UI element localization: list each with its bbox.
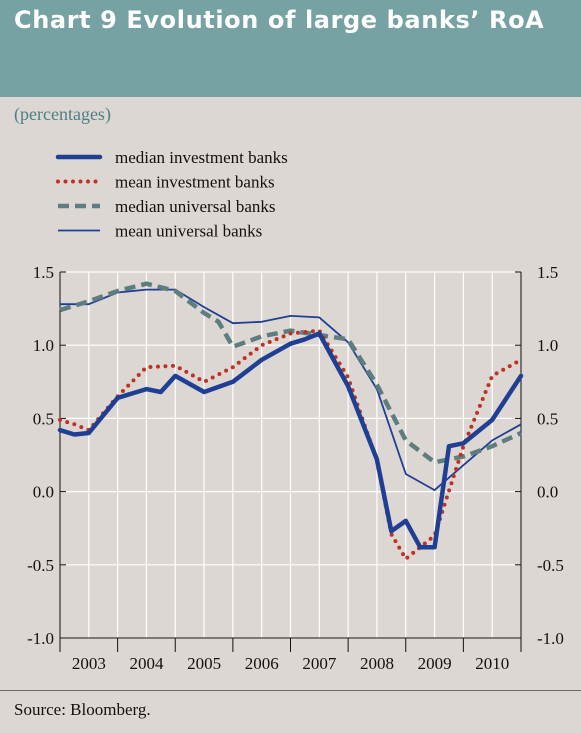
x-tick-label: 2010 <box>475 654 509 673</box>
y-tick-label-right: 1.5 <box>537 263 558 282</box>
legend: median investment banks mean investment b… <box>55 148 288 241</box>
y-tick-label-right: 0.0 <box>537 483 558 502</box>
legend-label: median investment banks <box>115 148 288 167</box>
y-tick-label-left: 1.0 <box>33 336 54 355</box>
legend-label: median universal banks <box>115 197 276 216</box>
series-median-universal-banks <box>59 281 522 465</box>
y-tick-label-right: 1.0 <box>537 336 558 355</box>
series-lines <box>57 281 524 562</box>
x-tick-label: 2004 <box>129 654 164 673</box>
legend-label: mean universal banks <box>115 222 262 241</box>
chart-header: Chart 9 Evolution of large banks’ RoA <box>0 0 581 97</box>
y-tick-label-right: -1.0 <box>537 629 564 648</box>
y-tick-label-left: 0.5 <box>33 409 54 428</box>
x-tick-label: 2006 <box>245 654 279 673</box>
y-tick-label-left: 1.5 <box>33 263 54 282</box>
x-tick-label: 2005 <box>187 654 221 673</box>
plot-frame <box>59 271 522 652</box>
y-tick-label-right: 0.5 <box>537 409 558 428</box>
chart-title: Chart 9 Evolution of large banks’ RoA <box>14 6 545 34</box>
y-tick-label-left: 0.0 <box>33 483 54 502</box>
grid-lines <box>60 271 521 639</box>
units-label: (percentages) <box>14 104 111 124</box>
x-tick-label: 2003 <box>72 654 106 673</box>
y-tick-label-left: -0.5 <box>27 556 54 575</box>
source-note: Source: Bloomberg. <box>14 700 151 719</box>
y-axis-right: 1.5 1.0 0.5 0.0 -0.5 -1.0 <box>537 263 564 648</box>
x-tick-label: 2009 <box>418 654 452 673</box>
y-tick-label-left: -1.0 <box>27 629 54 648</box>
y-axis-left: 1.5 1.0 0.5 0.0 -0.5 -1.0 <box>27 263 54 648</box>
x-tick-label: 2007 <box>302 654 337 673</box>
roa-line-chart: 1.5 1.0 0.5 0.0 -0.5 -1.0 1.5 1.0 0.5 0.0 -0.5 -1.… <box>27 148 564 673</box>
legend-label: mean investment banks <box>115 173 275 192</box>
series-median-investment-banks <box>57 331 524 550</box>
y-tick-label-right: -0.5 <box>537 556 564 575</box>
footer-divider <box>0 690 581 691</box>
x-tick-label: 2008 <box>360 654 394 673</box>
x-axis: 2003 2004 2005 2006 2007 2008 2009 2010 <box>72 654 509 673</box>
